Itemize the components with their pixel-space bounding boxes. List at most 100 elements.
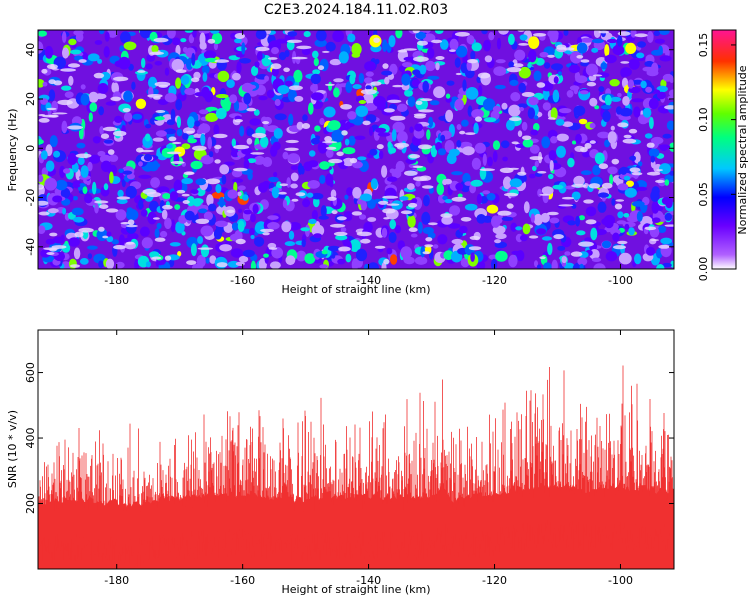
heatmap-blob: [467, 105, 473, 117]
heatmap-low-streak: [529, 156, 543, 161]
heatmap-blob: [348, 135, 356, 146]
heatmap-blob: [364, 77, 373, 84]
heatmap-low-streak: [392, 84, 404, 88]
heatmap-blob: [231, 72, 241, 81]
heatmap-blob: [459, 225, 468, 234]
colorbar-ticks: 0.00 0.05 0.10 0.15: [697, 33, 736, 281]
heatmap-blob: [87, 253, 93, 259]
heatmap-low-streak: [362, 120, 371, 126]
heatmap-blob: [665, 197, 673, 209]
heatmap-blob: [651, 49, 663, 56]
heatmap-blob: [124, 237, 132, 243]
heatmap-blob: [205, 112, 219, 122]
heatmap-blob: [200, 244, 210, 258]
heatmap-blob: [152, 137, 164, 142]
heatmap-blob: [346, 187, 353, 197]
heatmap-blob: [123, 90, 133, 103]
heatmap-blob: [304, 253, 316, 264]
heatmap-blob: [144, 133, 151, 142]
heatmap-blob: [203, 50, 217, 60]
heatmap-blob: [491, 215, 501, 228]
heatmap-blob: [365, 114, 377, 123]
heatmap-blob: [571, 203, 577, 209]
heatmap-blob: [432, 244, 439, 249]
heatmap-blob: [427, 47, 435, 59]
heatmap-blob: [642, 107, 652, 118]
heatmap-low-streak: [67, 63, 81, 68]
heatmap-low-streak: [617, 240, 628, 245]
heatmap-blob: [331, 129, 344, 143]
heatmap-blob: [616, 35, 623, 47]
heatmap-blob: [310, 84, 316, 92]
heatmap-blob: [235, 53, 245, 58]
heatmap-blob: [80, 165, 89, 178]
heatmap-low-streak: [278, 191, 287, 195]
heatmap-blob: [442, 195, 448, 201]
heatmap-blob: [73, 247, 81, 260]
heatmap-low-streak: [214, 159, 221, 164]
heatmap-blob: [637, 161, 643, 167]
heatmap-blob: [556, 133, 569, 142]
heatmap-blob: [213, 228, 223, 240]
heatmap-low-streak: [226, 209, 235, 213]
heatmap-blob: [140, 209, 148, 217]
heatmap-blob: [411, 79, 421, 88]
heatmap-blob: [311, 224, 325, 237]
heatmap-low-streak: [611, 158, 620, 165]
heatmap-blob: [47, 208, 59, 214]
heatmap-blob: [462, 79, 467, 92]
heatmap-low-streak: [49, 247, 57, 252]
heatmap-blob: [562, 121, 574, 127]
heatmap-blob: [648, 98, 659, 110]
heatmap-blob: [315, 30, 327, 42]
heatmap-blob: [198, 30, 211, 34]
heatmap-blob: [52, 195, 63, 203]
heatmap-blob: [250, 213, 256, 223]
y-tick-label: 400: [24, 428, 37, 449]
heatmap-blob: [302, 114, 308, 122]
heatmap-blob: [126, 207, 133, 213]
heatmap-blob: [517, 130, 523, 137]
heatmap-blob: [597, 72, 610, 78]
heatmap-blob: [249, 227, 255, 236]
heatmap-blob: [186, 58, 193, 70]
heatmap-blob: [410, 233, 418, 238]
heatmap-blob: [381, 165, 388, 178]
snr-frame: [37, 329, 675, 570]
heatmap-low-streak: [78, 227, 94, 233]
heatmap-blob: [598, 86, 605, 93]
heatmap-blob: [482, 98, 496, 111]
heatmap-blob: [40, 249, 51, 258]
heatmap-blob: [392, 121, 405, 133]
heatmap-blob: [403, 56, 414, 61]
heatmap-blob: [121, 179, 126, 188]
heatmap-low-streak: [413, 113, 427, 116]
heatmap-low-streak: [547, 211, 559, 216]
heatmap-blob: [151, 45, 159, 53]
heatmap-frame: [37, 29, 675, 270]
heatmap-blob: [575, 215, 580, 227]
heatmap-blob: [61, 120, 68, 134]
heatmap-blob: [406, 183, 415, 190]
heatmap-blob: [194, 92, 205, 97]
heatmap-blob: [399, 196, 409, 201]
heatmap-blob: [558, 108, 572, 114]
heatmap-blob: [578, 118, 588, 125]
heatmap-blob: [125, 221, 137, 234]
heatmap-blob: [611, 198, 616, 206]
heatmap-low-streak: [533, 33, 547, 37]
heatmap-low-streak: [580, 59, 590, 63]
heatmap-low-streak: [38, 200, 49, 206]
heatmap-blob: [306, 192, 314, 198]
heatmap-blob: [208, 151, 214, 158]
heatmap-blob: [482, 153, 487, 166]
heatmap-blob: [415, 180, 421, 187]
heatmap-blob: [284, 241, 296, 247]
heatmap-low-streak: [251, 132, 267, 139]
heatmap-blob: [88, 154, 101, 164]
heatmap-blob: [213, 124, 220, 136]
heatmap-low-streak: [383, 258, 390, 265]
heatmap-blob: [448, 148, 460, 157]
heatmap-low-streak: [497, 210, 512, 216]
heatmap-blob: [38, 30, 47, 37]
